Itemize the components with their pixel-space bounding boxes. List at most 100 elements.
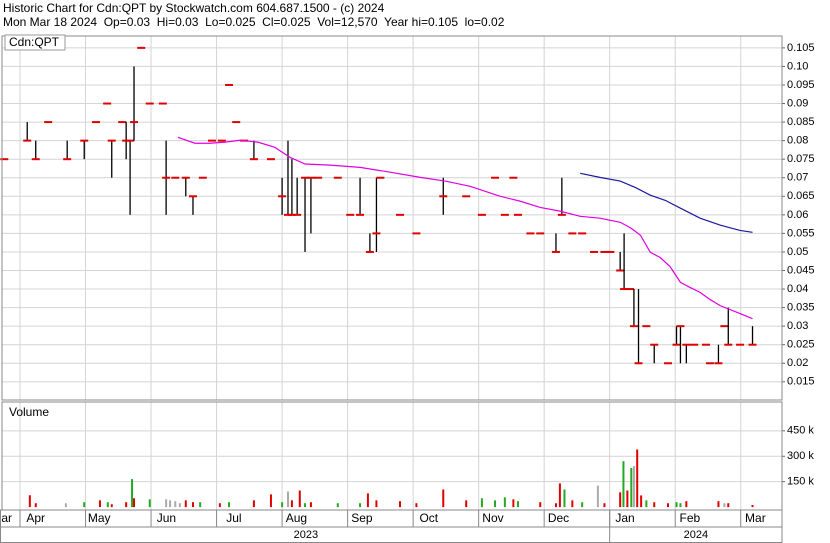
x-tick-label: Jul: [226, 511, 241, 525]
volume-bar: [415, 503, 418, 508]
price-frame: [1, 35, 783, 401]
volume-bar: [685, 501, 688, 508]
volume-bar: [375, 500, 378, 508]
x-tick-label: Feb: [680, 511, 701, 525]
x-tick-label: Jun: [157, 511, 176, 525]
volume-bar: [169, 500, 172, 508]
volume-bar: [516, 501, 519, 508]
y-tick-label: 0.085: [787, 116, 815, 128]
volume-bar: [622, 461, 625, 508]
volume-bar: [751, 504, 754, 508]
volume-bar: [603, 503, 606, 508]
y-tick-label: 300 k: [787, 450, 814, 462]
volume-bar: [309, 502, 312, 508]
y-tick-label: 0.015: [787, 376, 815, 388]
header-quote: Mon Mar 18 2024 Op=0.03 Hi=0.03 Lo=0.025…: [3, 15, 505, 29]
x-tick-label: Nov: [482, 511, 503, 525]
volume-bar: [539, 502, 542, 508]
volume-bar: [366, 493, 369, 508]
volume-bar: [571, 500, 574, 508]
volume-bar: [83, 502, 86, 508]
volume-bar: [399, 501, 402, 508]
x-tick-label: Mar: [745, 511, 766, 525]
symbol-box: [4, 34, 66, 51]
volume-bar: [64, 503, 67, 508]
y-tick-label: 0.065: [787, 190, 815, 202]
volume-bar: [218, 503, 221, 508]
x-tick-label: Aug: [286, 511, 307, 525]
volume-bar: [626, 490, 629, 508]
x-tick-label: Jan: [615, 511, 634, 525]
volume-bar: [174, 501, 177, 508]
volume-bar: [596, 485, 599, 508]
volume-bar: [679, 503, 682, 508]
volume-bar: [228, 502, 231, 508]
x-tick-label: Sep: [351, 511, 373, 525]
volume-bar: [723, 503, 726, 508]
y-tick-label: 150 k: [787, 476, 814, 488]
volume-bar: [298, 490, 301, 508]
y-tick-label: 0.09: [787, 97, 808, 109]
volume-bar: [632, 466, 635, 508]
y-tick-label: 0.055: [787, 227, 815, 239]
volume-bar: [666, 503, 669, 508]
symbol-label: Cdn:QPT: [9, 35, 60, 49]
y-tick-label: 0.07: [787, 172, 808, 184]
y-tick-label: 0.105: [787, 42, 815, 54]
volume-bar: [503, 497, 506, 508]
volume-bar: [336, 503, 339, 508]
y-tick-label: 0.035: [787, 302, 815, 314]
volume-label: Volume: [9, 405, 49, 419]
plot-layer: 0.015 0.02 0.025 0.03 0.035 0.04 0.045 0.05 0.05…: [0, 36, 815, 542]
volume-bar: [199, 502, 202, 508]
volume-bar: [653, 502, 656, 508]
y-tick-label: 0.095: [787, 79, 815, 91]
volume-bar: [191, 502, 194, 508]
y-tick-label: 0.05: [787, 246, 808, 258]
y-tick-label: 0.06: [787, 209, 808, 221]
y-tick-label: 0.04: [787, 283, 808, 295]
volume-bar: [28, 495, 31, 508]
volume-bar: [630, 467, 633, 508]
volume-bar: [252, 500, 255, 508]
x-tick-label: Apr: [26, 511, 45, 525]
volume-bar: [269, 494, 272, 508]
volume-bar: [178, 503, 181, 508]
volume-bar: [131, 479, 134, 508]
x-tick-label: Oct: [419, 511, 438, 525]
volume-bar: [581, 502, 584, 508]
y-tick-label: 0.10: [787, 60, 808, 72]
volume-bar: [281, 502, 284, 508]
volume-bar: [290, 500, 293, 508]
volume-bar: [619, 492, 622, 508]
volume-bar: [494, 500, 497, 508]
volume-bar: [184, 500, 187, 508]
volume-bar: [640, 495, 643, 508]
moving-average: [177, 136, 753, 320]
y-tick-label: 0.08: [787, 135, 808, 147]
volume-bar: [359, 503, 362, 508]
volume-bar: [558, 483, 561, 508]
volume-bar: [717, 501, 720, 508]
volume-bar: [480, 498, 483, 508]
volume-bar: [304, 503, 307, 508]
volume-bar: [165, 499, 168, 508]
x-tick-label: Dec: [548, 511, 569, 525]
y-tick-label: 450 k: [787, 425, 814, 437]
volume-bar: [98, 500, 101, 508]
y-tick-label: 0.045: [787, 264, 815, 276]
header-title: Historic Chart for Cdn:QPT by Stockwatch…: [3, 1, 385, 15]
year-label: 2023: [294, 529, 318, 541]
year-label: 2024: [684, 529, 708, 541]
volume-bar: [442, 489, 445, 508]
volume-bar: [110, 504, 113, 508]
volume-bar: [645, 500, 648, 508]
volume-bar: [125, 502, 128, 508]
volume-bar: [554, 503, 557, 508]
volume-bar: [675, 502, 678, 508]
volume-bar: [563, 489, 566, 508]
y-tick-label: 0.02: [787, 357, 808, 369]
volume-bar: [465, 500, 468, 508]
